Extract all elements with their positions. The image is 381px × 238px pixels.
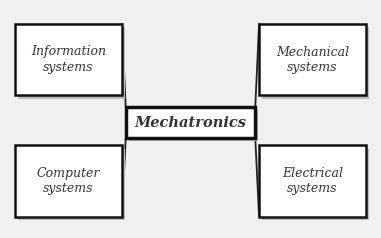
Text: Mechanical
systems: Mechanical systems (276, 45, 349, 74)
FancyBboxPatch shape (129, 110, 258, 141)
FancyBboxPatch shape (15, 145, 122, 217)
FancyBboxPatch shape (259, 24, 366, 95)
Text: Mechatronics: Mechatronics (134, 116, 247, 129)
FancyBboxPatch shape (126, 107, 255, 138)
FancyBboxPatch shape (15, 24, 122, 95)
FancyBboxPatch shape (18, 149, 125, 220)
FancyBboxPatch shape (262, 27, 369, 99)
FancyBboxPatch shape (262, 149, 369, 220)
FancyBboxPatch shape (259, 145, 366, 217)
Text: Information
systems: Information systems (31, 45, 106, 74)
Text: Electrical
systems: Electrical systems (282, 167, 343, 195)
FancyBboxPatch shape (18, 27, 125, 99)
Text: Computer
systems: Computer systems (37, 167, 100, 195)
